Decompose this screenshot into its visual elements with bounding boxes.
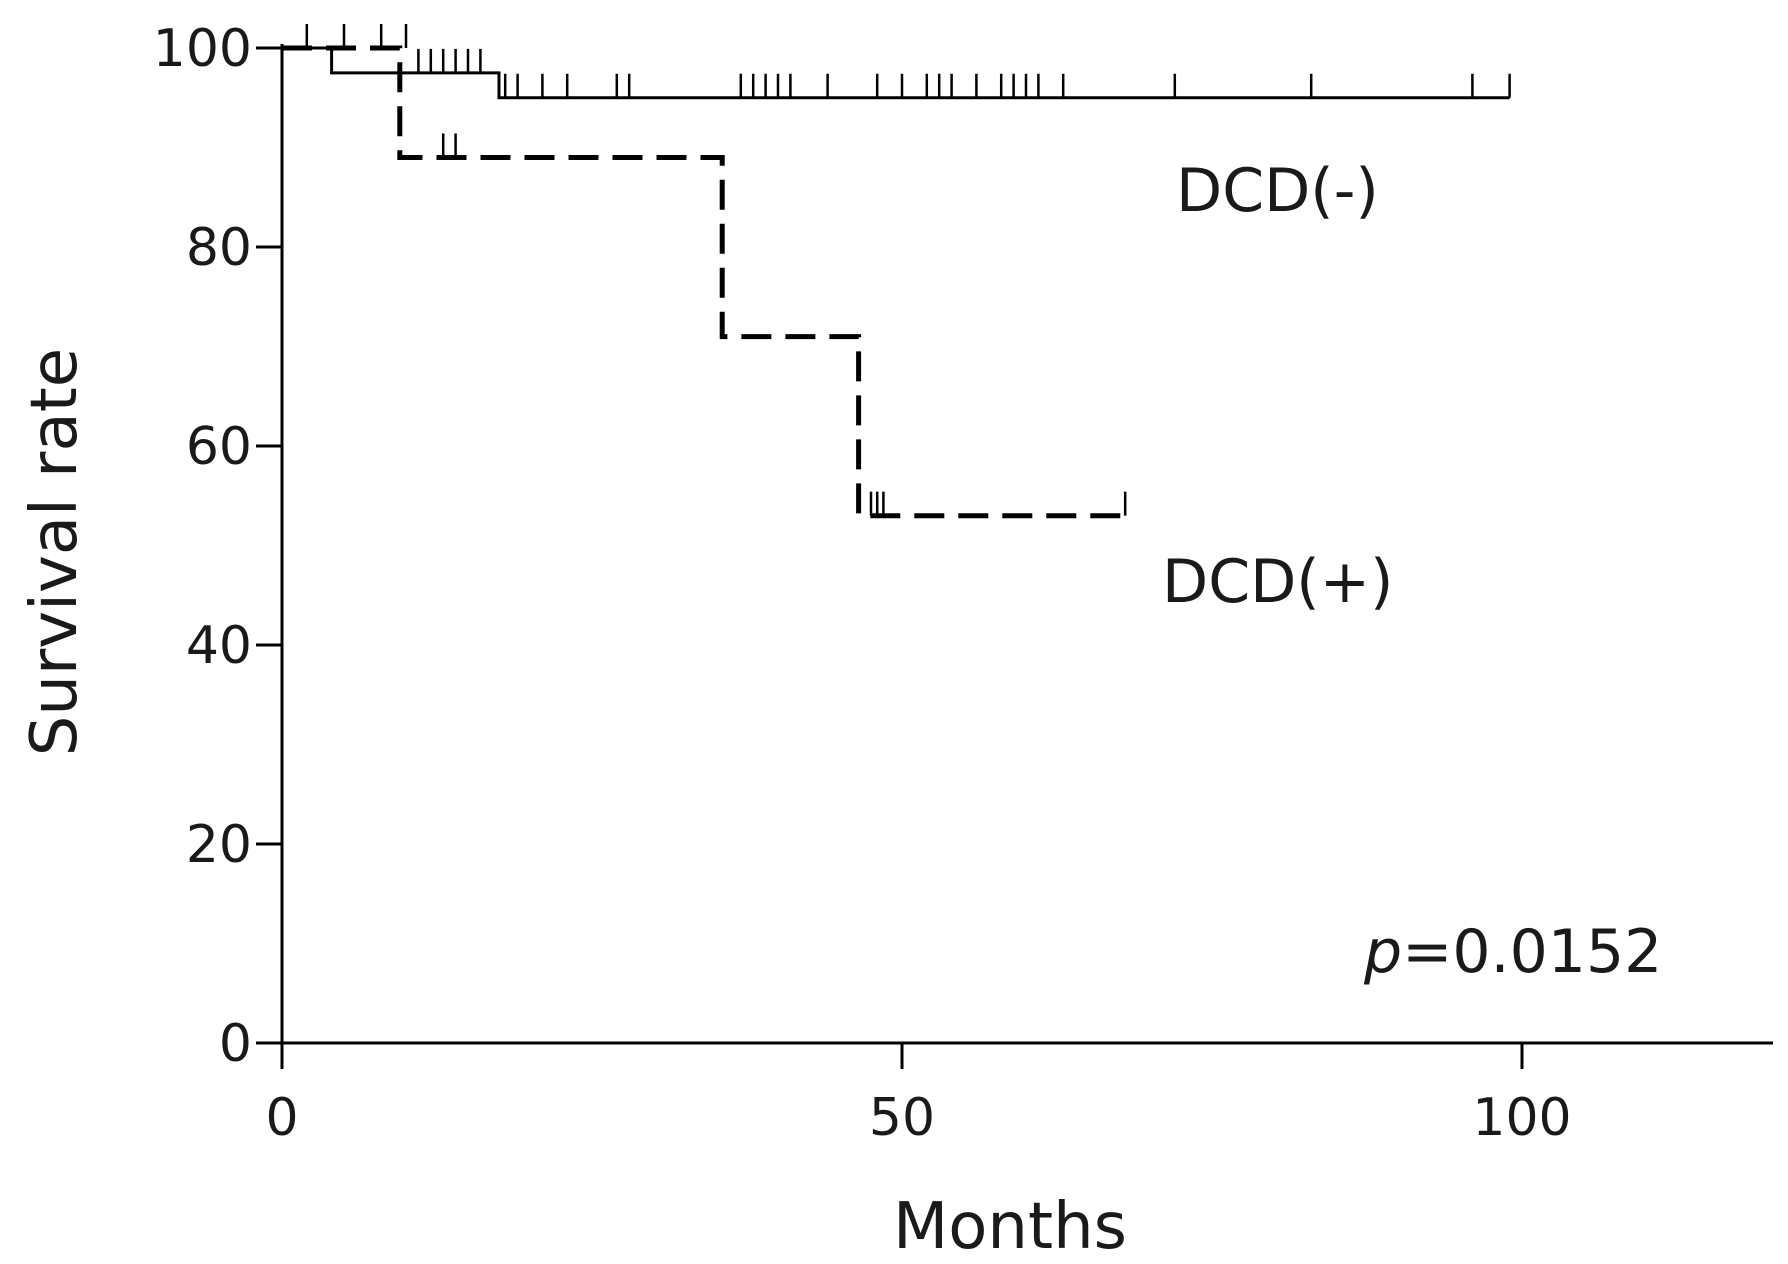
p-value: =0.0152 [1402, 917, 1662, 987]
x-axis-title: Months [893, 1190, 1127, 1264]
x-tick-label-50: 50 [869, 1088, 935, 1148]
series-line-1 [282, 45, 1126, 519]
series-label-dcd-minus: DCD(-) [1176, 156, 1379, 226]
y-tick-label-100: 100 [153, 19, 252, 79]
y-tick-label-40: 40 [186, 616, 252, 676]
x-tick-label-100: 100 [1472, 1088, 1571, 1148]
y-tick-label-80: 80 [186, 218, 252, 278]
x-tick-label-0: 0 [265, 1088, 298, 1148]
p-value-annotation: p=0.0152 [1363, 917, 1662, 987]
ticks: 0 20 40 60 80 100 0 50 100 [153, 19, 1572, 1148]
y-tick-label-20: 20 [186, 815, 252, 875]
y-tick-label-0: 0 [219, 1014, 252, 1074]
series-line-0 [282, 46, 1510, 100]
axes [280, 44, 1773, 1045]
series-layer [282, 24, 1511, 519]
series-label-dcd-plus: DCD(+) [1162, 547, 1393, 617]
y-axis-title: Survival rate [18, 348, 92, 756]
p-symbol: p [1363, 917, 1402, 987]
y-tick-label-60: 60 [186, 417, 252, 477]
